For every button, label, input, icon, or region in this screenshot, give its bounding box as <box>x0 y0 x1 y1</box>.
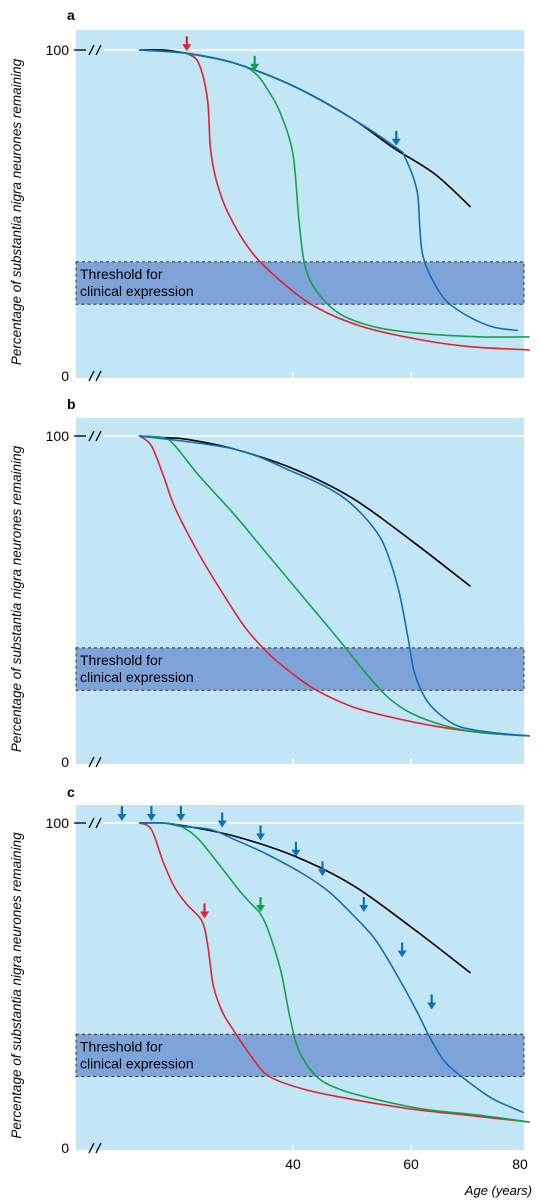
arrow-blue <box>397 942 407 958</box>
threshold-label-line1: Threshold for <box>80 652 163 668</box>
axis-break-bottom <box>88 756 102 768</box>
arrow-blue <box>256 825 266 841</box>
y-tick-label-100: 100 <box>46 428 70 444</box>
series-line-blue <box>138 821 524 1114</box>
x-tick-label-40: 40 <box>285 1156 301 1172</box>
arrow-blue <box>117 806 127 821</box>
axis-break-top <box>88 44 102 56</box>
arrow-green <box>250 55 260 71</box>
y-tick-label-100: 100 <box>46 42 70 58</box>
threshold-label-line2: clinical expression <box>80 283 194 299</box>
threshold-band <box>75 647 525 691</box>
axis-break-bottom <box>88 1142 102 1154</box>
series-line-black <box>138 435 471 587</box>
plot-area <box>76 805 524 1150</box>
arrow-blue <box>318 861 327 877</box>
y-tick-label-0: 0 <box>61 1140 69 1156</box>
y-axis-label: Percentage of substantia nigra neurones … <box>9 58 24 365</box>
series-line-red <box>138 435 530 737</box>
arrow-green <box>256 897 266 912</box>
threshold-label-line1: Threshold for <box>80 1038 163 1054</box>
series-line-green <box>138 821 530 1123</box>
y-tick-label-0: 0 <box>61 368 69 384</box>
threshold-label-line2: clinical expression <box>80 1055 194 1071</box>
plot-area <box>76 418 524 764</box>
threshold-label-line2: clinical expression <box>80 669 194 685</box>
series-line-green <box>138 435 530 737</box>
threshold-band <box>75 1033 525 1077</box>
x-tick-label-60: 60 <box>403 1156 419 1172</box>
y-axis-label: Percentage of substantia nigra neurones … <box>9 832 24 1139</box>
axis-break-top <box>88 430 102 442</box>
plot-area <box>76 30 524 378</box>
arrow-blue <box>427 994 437 1010</box>
arrow-blue <box>146 806 156 821</box>
y-tick-label-100: 100 <box>46 815 70 831</box>
axis-break-top <box>88 817 102 829</box>
series-line-red <box>138 822 530 1123</box>
arrow-blue <box>291 841 301 857</box>
arrow-blue <box>359 897 369 912</box>
arrow-red <box>200 903 209 919</box>
y-tick-label-0: 0 <box>61 754 69 770</box>
panel-letter: a <box>67 7 75 23</box>
panel-letter: b <box>67 396 76 412</box>
arrow-blue <box>176 806 186 821</box>
arrow-blue <box>391 130 401 146</box>
x-tick-label-80: 80 <box>512 1156 528 1172</box>
x-axis-label: Age (years) <box>464 1183 532 1198</box>
threshold-label-line1: Threshold for <box>80 266 163 282</box>
panel-letter: c <box>67 784 75 800</box>
arrow-blue <box>217 812 227 828</box>
arrow-red <box>182 36 192 52</box>
series-line-red <box>186 52 530 351</box>
series-line-blue <box>138 435 530 737</box>
y-axis-label: Percentage of substantia nigra neurones … <box>9 445 24 752</box>
series-line-blue <box>138 49 518 332</box>
axis-break-bottom <box>88 370 102 382</box>
